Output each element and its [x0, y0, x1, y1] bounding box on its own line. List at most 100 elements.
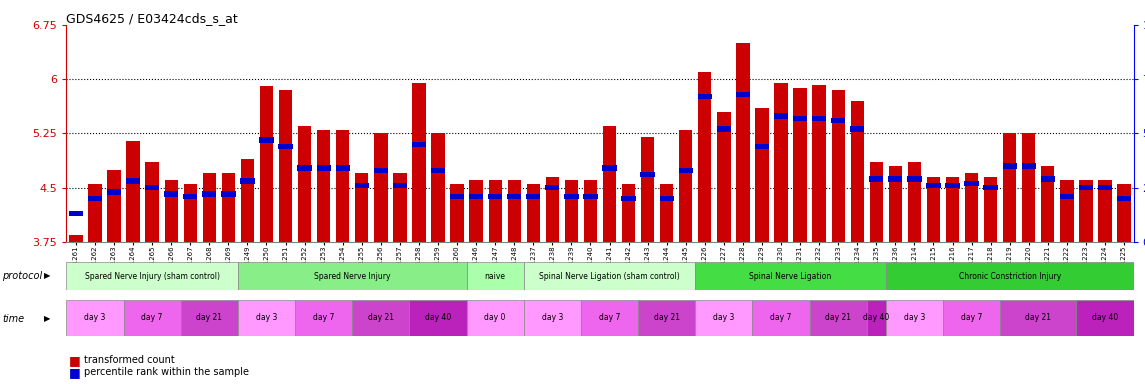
Bar — [1041, 176, 1055, 182]
Bar — [946, 183, 960, 188]
Text: Spared Nerve Injury: Spared Nerve Injury — [314, 271, 390, 281]
Text: percentile rank within the sample: percentile rank within the sample — [84, 367, 248, 377]
Text: day 7: day 7 — [313, 313, 334, 322]
Bar — [523, 300, 581, 336]
Bar — [638, 300, 695, 336]
Bar — [774, 83, 788, 242]
Bar — [889, 166, 902, 242]
Bar — [695, 300, 752, 336]
Bar — [126, 179, 140, 184]
Text: day 7: day 7 — [961, 313, 982, 322]
Text: time: time — [2, 314, 24, 324]
Text: day 3: day 3 — [255, 313, 277, 322]
Bar — [66, 300, 124, 336]
Bar — [1118, 184, 1131, 242]
Text: day 7: day 7 — [599, 313, 621, 322]
Bar — [889, 176, 902, 182]
Text: day 21: day 21 — [1025, 313, 1051, 322]
Bar — [774, 113, 788, 119]
Bar — [964, 180, 979, 186]
Bar — [984, 177, 997, 242]
Bar — [393, 183, 406, 188]
Bar — [88, 196, 102, 201]
Text: day 40: day 40 — [1092, 313, 1118, 322]
Bar — [1060, 180, 1074, 242]
Bar — [564, 194, 578, 199]
Bar — [335, 130, 349, 242]
Text: day 21: day 21 — [654, 313, 680, 322]
Bar — [581, 300, 638, 336]
Bar — [431, 167, 445, 173]
Text: day 0: day 0 — [484, 313, 506, 322]
Bar — [984, 185, 997, 190]
Bar — [1003, 163, 1017, 169]
Bar — [316, 166, 331, 171]
Bar — [317, 130, 331, 242]
Bar — [432, 134, 444, 242]
Bar — [679, 167, 693, 173]
Bar — [1022, 134, 1035, 242]
Bar — [353, 300, 410, 336]
Bar — [488, 194, 503, 199]
Bar — [602, 126, 616, 242]
Bar — [374, 134, 387, 242]
Bar — [545, 185, 560, 190]
Text: ■: ■ — [69, 354, 80, 367]
Text: Chronic Constriction Injury: Chronic Constriction Injury — [958, 271, 1060, 281]
Bar — [469, 194, 483, 199]
Bar — [1021, 163, 1036, 169]
Text: naive: naive — [484, 271, 506, 281]
Bar — [69, 235, 82, 242]
Bar — [527, 194, 540, 199]
Bar — [622, 196, 635, 201]
Bar — [164, 192, 179, 197]
Bar — [507, 194, 521, 199]
Text: GDS4625 / E03424cds_s_at: GDS4625 / E03424cds_s_at — [66, 12, 238, 25]
Text: ■: ■ — [69, 366, 80, 379]
Bar — [467, 262, 523, 290]
Bar — [355, 183, 369, 188]
Bar — [527, 184, 540, 242]
Bar — [965, 173, 978, 242]
Bar — [584, 180, 598, 242]
Bar — [1041, 166, 1055, 242]
Text: day 3: day 3 — [713, 313, 735, 322]
Bar — [66, 262, 238, 290]
Bar — [298, 126, 311, 242]
Bar — [88, 184, 102, 242]
Bar — [831, 90, 845, 242]
Bar — [240, 159, 254, 242]
Bar — [907, 176, 922, 182]
Bar — [546, 177, 559, 242]
Bar — [736, 92, 750, 97]
Bar — [908, 162, 921, 242]
Bar — [695, 262, 886, 290]
Bar — [717, 112, 731, 242]
Bar — [410, 300, 467, 336]
Bar — [810, 300, 867, 336]
Text: Spared Nerve Injury (sham control): Spared Nerve Injury (sham control) — [85, 271, 220, 281]
Bar — [717, 126, 731, 132]
Bar — [278, 144, 293, 149]
Bar — [203, 192, 216, 197]
Bar — [523, 262, 695, 290]
Text: ▶: ▶ — [44, 314, 50, 323]
Bar — [756, 108, 768, 242]
Bar — [165, 180, 177, 242]
Text: day 7: day 7 — [142, 313, 163, 322]
Bar — [926, 177, 940, 242]
Bar — [240, 179, 254, 184]
Bar — [812, 116, 827, 121]
Bar — [926, 183, 940, 188]
Bar — [238, 262, 467, 290]
Bar — [126, 141, 140, 242]
Bar — [869, 176, 884, 182]
Bar — [679, 130, 693, 242]
Bar — [238, 300, 295, 336]
Bar — [260, 137, 274, 143]
Bar — [564, 180, 578, 242]
Bar — [831, 118, 845, 123]
Bar — [736, 43, 750, 242]
Bar — [583, 194, 598, 199]
Bar — [622, 184, 635, 242]
